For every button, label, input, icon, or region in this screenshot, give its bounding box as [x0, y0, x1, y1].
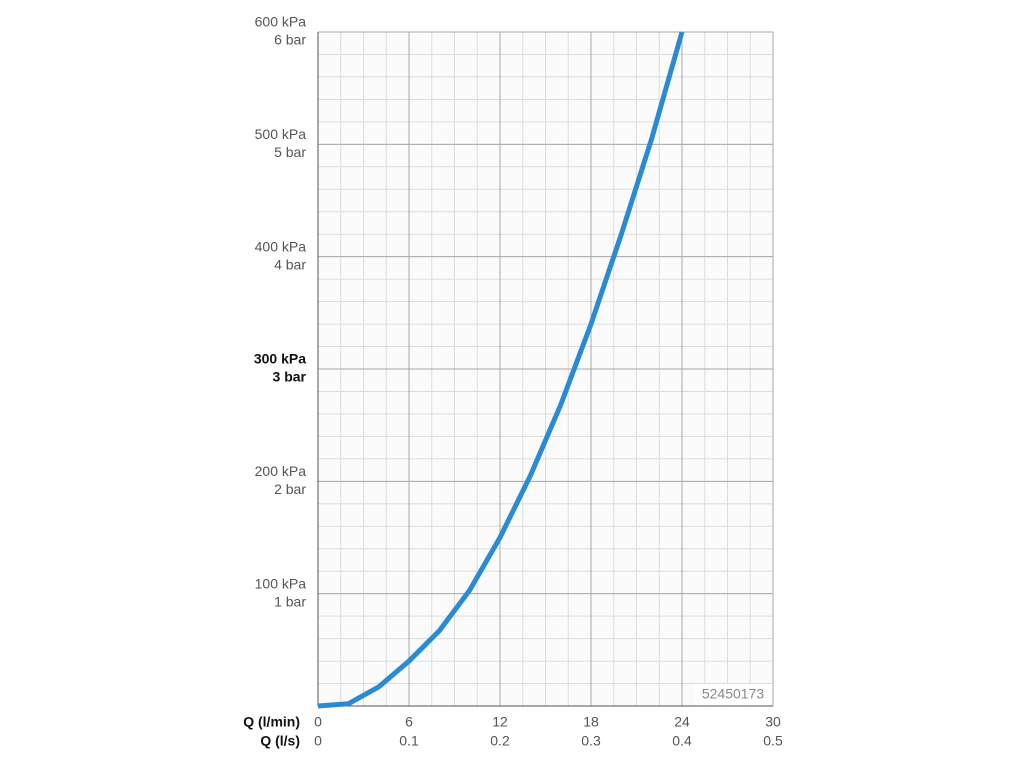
y2-tick-label: 1 bar — [274, 593, 306, 609]
x2-tick-label: 0.4 — [672, 733, 692, 749]
line — [317, 31, 685, 709]
y-tick-label: 200 kPa — [255, 463, 307, 479]
x-axis-label: Q (l/min) — [243, 714, 300, 730]
x-tick-label: 6 — [405, 714, 413, 730]
y2-tick-label: 6 bar — [274, 32, 306, 48]
x-tick-label: 30 — [765, 714, 781, 730]
y-tick-label: 300 kPa — [254, 351, 306, 367]
x2-tick-label: 0.5 — [763, 733, 783, 749]
y-tick-label: 100 kPa — [255, 575, 307, 591]
y-tick-label: 500 kPa — [255, 126, 307, 142]
x2-tick-label: 0 — [314, 733, 322, 749]
x-tick-label: 0 — [314, 714, 322, 730]
x2-tick-label: 0.1 — [399, 733, 419, 749]
y-tick-label: 400 kPa — [255, 238, 307, 254]
annotation: 52450173 — [702, 686, 765, 702]
x2-tick-label: 0.3 — [581, 733, 601, 749]
y2-tick-label: 2 bar — [274, 481, 306, 497]
annotation-box — [694, 684, 772, 705]
y2-tick-label: 4 bar — [274, 256, 306, 272]
y-tick-label: 600 kPa — [255, 14, 307, 30]
x2-axis-label: Q (l/s) — [260, 733, 300, 749]
x-tick-label: 18 — [583, 714, 599, 730]
x2-tick-label: 0.2 — [490, 733, 510, 749]
x-tick-label: 12 — [492, 714, 508, 730]
y2-tick-label: 5 bar — [274, 144, 306, 160]
x-tick-label: 24 — [674, 714, 690, 730]
plot-marks — [317, 31, 685, 709]
major-grid — [317, 31, 774, 707]
y2-tick-label: 3 bar — [273, 369, 307, 385]
